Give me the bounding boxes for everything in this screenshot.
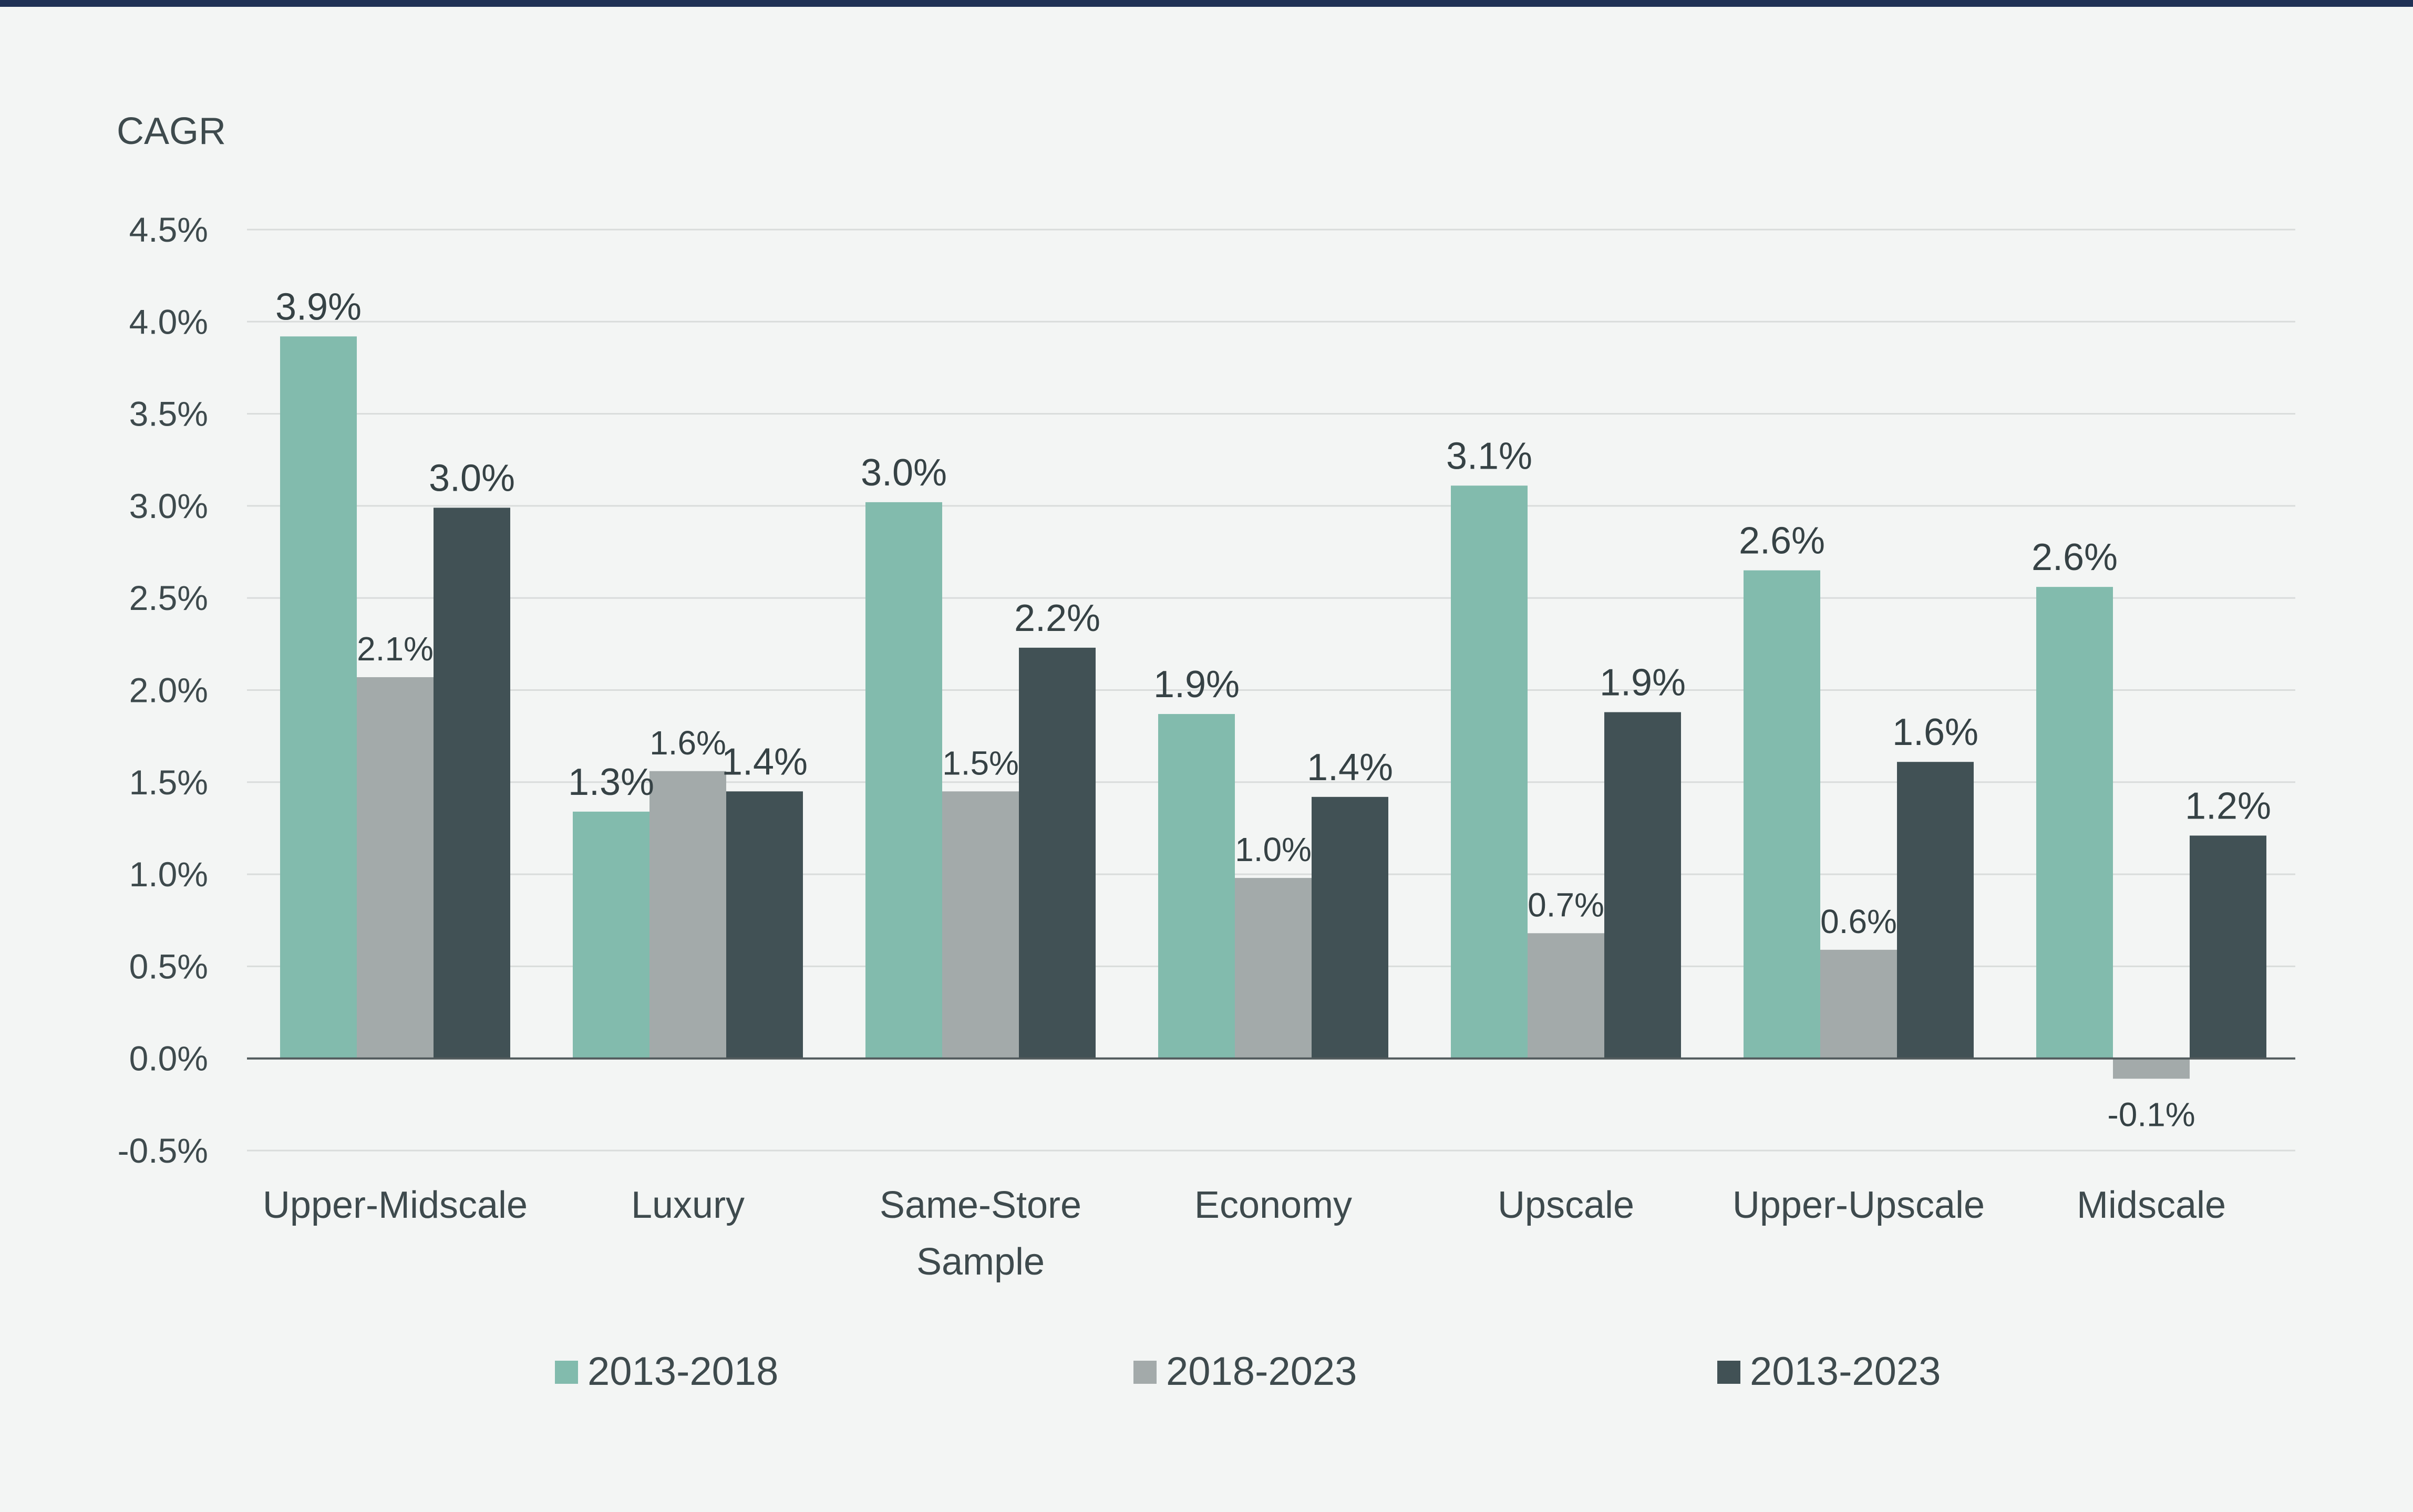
legend-item-2013-2023: 2013-2023 <box>1717 1349 1941 1394</box>
category-label: Midscale <box>2077 1184 2226 1226</box>
data-label: 2.6% <box>1739 520 1825 562</box>
data-label: 3.0% <box>429 457 515 499</box>
bar-2018-2023-6 <box>2113 1058 2190 1079</box>
category-label: Same-Store Sample <box>880 1184 1081 1283</box>
bar-2018-2023-5 <box>1820 949 1897 1059</box>
data-label: 1.4% <box>721 741 808 783</box>
y-tick-label: 4.0% <box>129 302 208 341</box>
y-tick-label: -0.5% <box>118 1131 208 1170</box>
legend-item-2013-2018: 2013-2018 <box>555 1349 778 1394</box>
data-label: 1.5% <box>942 744 1019 782</box>
legend-label: 2018-2023 <box>1166 1349 1357 1394</box>
data-label: 3.1% <box>1446 435 1532 477</box>
bar-2018-2023-1 <box>649 771 726 1059</box>
category-label: Upper-Midscale <box>263 1184 528 1226</box>
data-label: 3.0% <box>861 452 947 494</box>
data-label: 1.6% <box>1892 711 1978 753</box>
data-label: 1.9% <box>1153 664 1240 706</box>
bar-2013-2023-3 <box>1312 796 1388 1059</box>
bar-2013-2018-1 <box>573 811 649 1059</box>
legend-swatch <box>1717 1361 1740 1384</box>
y-tick-label: 1.0% <box>129 855 208 894</box>
y-tick-label: 2.0% <box>129 671 208 710</box>
data-label: 1.9% <box>1600 662 1686 704</box>
bar-2013-2018-5 <box>1744 570 1820 1059</box>
data-label: 3.9% <box>275 286 362 328</box>
data-label: 2.6% <box>2032 536 2118 578</box>
bar-2013-2018-0 <box>280 336 357 1059</box>
top-rule <box>0 0 2413 7</box>
bar-2013-2018-6 <box>2036 587 2113 1059</box>
x-axis-categories: Upper-Midscale Luxury Same-Store Sample Econ… <box>263 1184 2226 1283</box>
data-label: 2.1% <box>357 630 434 668</box>
data-label: 2.2% <box>1014 597 1100 639</box>
data-label: -0.1% <box>2107 1095 2195 1133</box>
y-axis-title: CAGR <box>117 110 226 152</box>
bar-2018-2023-2 <box>942 791 1019 1059</box>
bar-2018-2023-0 <box>357 677 434 1059</box>
legend-item-2018-2023: 2018-2023 <box>1133 1349 1357 1394</box>
y-tick-label: 2.5% <box>129 578 208 617</box>
y-tick-label: 4.5% <box>129 210 208 249</box>
category-label: Upper-Upscale <box>1733 1184 1985 1226</box>
y-tick-label: 1.5% <box>129 763 208 802</box>
category-label: Upscale <box>1498 1184 1634 1226</box>
y-tick-label: 3.0% <box>129 486 208 525</box>
bar-2013-2023-5 <box>1897 762 1974 1059</box>
data-label: 0.6% <box>1820 903 1897 940</box>
bars <box>280 336 2266 1079</box>
data-label: 1.3% <box>568 761 654 803</box>
category-label: Luxury <box>631 1184 745 1226</box>
legend-swatch <box>1133 1361 1157 1384</box>
y-tick-label: 0.0% <box>129 1039 208 1078</box>
legend: 2013-2018 2018-2023 2013-2023 <box>555 1349 1941 1394</box>
y-tick-label: 0.5% <box>129 947 208 986</box>
bar-2013-2018-2 <box>865 502 942 1059</box>
bar-2013-2023-4 <box>1604 712 1681 1059</box>
data-label: 1.6% <box>649 724 726 762</box>
y-tick-label: 3.5% <box>129 395 208 433</box>
legend-label: 2013-2018 <box>587 1349 778 1394</box>
bar-2013-2018-3 <box>1158 714 1235 1059</box>
bar-2013-2023-0 <box>434 508 510 1059</box>
bar-2013-2023-2 <box>1019 647 1096 1059</box>
data-label: 1.0% <box>1235 831 1312 868</box>
bar-2013-2023-6 <box>2190 835 2266 1059</box>
bar-2018-2023-3 <box>1235 878 1312 1059</box>
bar-2013-2018-4 <box>1451 485 1528 1059</box>
legend-label: 2013-2023 <box>1750 1349 1941 1394</box>
data-label: 1.4% <box>1307 747 1393 789</box>
data-label: 1.2% <box>2185 785 2271 827</box>
bar-2013-2023-1 <box>726 791 803 1059</box>
category-label: Economy <box>1194 1184 1352 1226</box>
data-label: 0.7% <box>1528 886 1604 924</box>
data-labels: 3.9% 1.3% 3.0% 1.9% 3.1% 2.6% 2.6% 2.1% 1.6% 1.5%… <box>275 286 2271 1133</box>
legend-swatch <box>555 1361 578 1384</box>
bar-2018-2023-4 <box>1528 933 1604 1059</box>
y-axis-ticks: -0.5% 0.0% 0.5% 1.0% 1.5% 2.0% 2.5% 3.0% 3.5% 4.0… <box>118 210 208 1170</box>
